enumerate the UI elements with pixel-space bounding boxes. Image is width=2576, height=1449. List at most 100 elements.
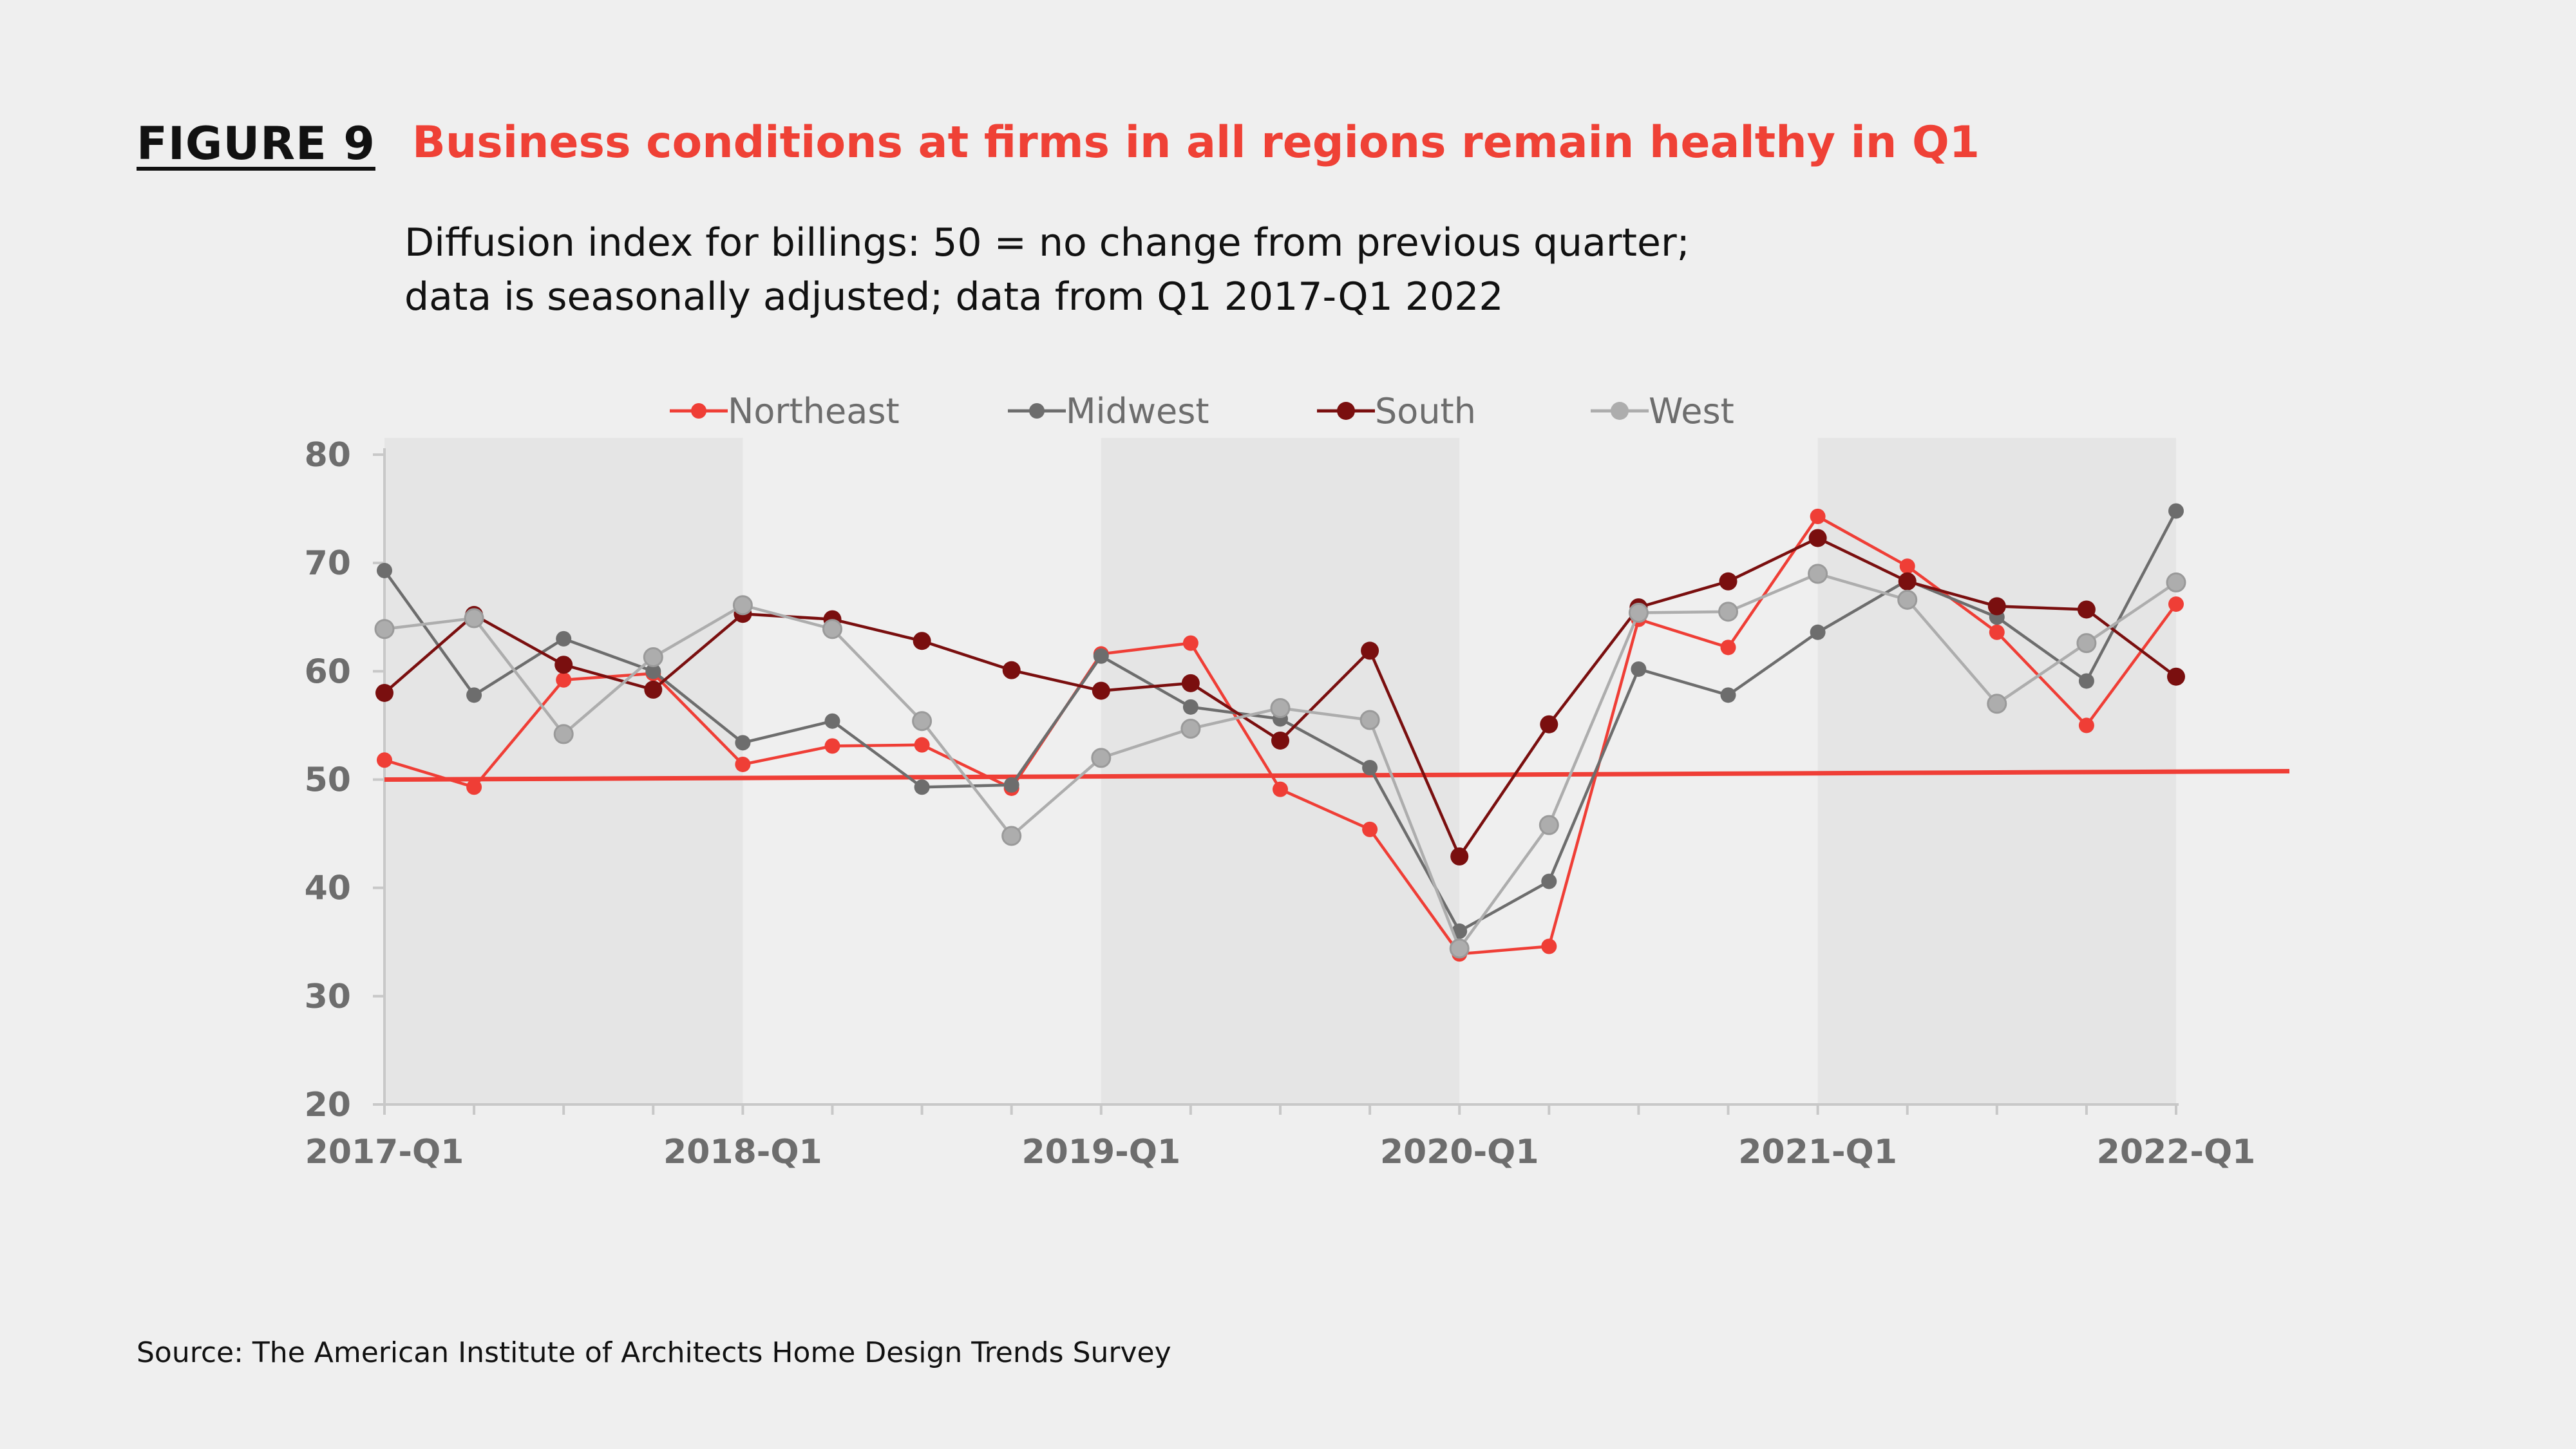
y-tick-label: 40 <box>305 869 351 908</box>
point-west <box>1449 938 1470 959</box>
point-west <box>1718 601 1738 622</box>
point-northeast <box>1541 938 1557 954</box>
point-west <box>1091 748 1112 768</box>
point-west <box>553 724 574 744</box>
point-south <box>1987 597 2006 616</box>
chart-subtitle: Diffusion index for billings: 50 = no ch… <box>404 216 1821 324</box>
point-west <box>1539 815 1559 835</box>
point-northeast <box>556 672 572 688</box>
point-midwest <box>1182 699 1198 715</box>
point-west <box>1270 698 1291 719</box>
legend-item-west: West <box>1591 391 1734 431</box>
shaded-band-2017 <box>384 438 743 1104</box>
x-tick-label: 2017-Q1 <box>305 1133 464 1171</box>
point-northeast <box>1362 821 1378 837</box>
series-northeast <box>377 508 2184 962</box>
point-west <box>1180 718 1201 739</box>
y-tick-label: 80 <box>305 436 351 475</box>
point-midwest <box>735 735 751 751</box>
shaded-band-2019 <box>1101 438 1460 1104</box>
point-northeast <box>914 737 930 753</box>
subtitle-line-1: Diffusion index for billings: 50 = no ch… <box>404 220 1690 265</box>
point-south <box>1450 847 1469 866</box>
point-northeast <box>1182 635 1198 651</box>
point-west <box>1359 710 1380 730</box>
legend-item-northeast: Northeast <box>670 391 900 431</box>
point-west <box>732 595 753 616</box>
point-midwest <box>1720 687 1736 703</box>
point-south <box>1092 681 1110 700</box>
source-note: Source: The American Institute of Archit… <box>137 1336 1171 1369</box>
point-northeast <box>1720 639 1736 656</box>
point-west <box>2166 572 2186 592</box>
point-west <box>464 608 484 629</box>
point-midwest <box>1541 873 1557 889</box>
y-tick-label: 50 <box>305 761 351 800</box>
point-west <box>643 647 663 667</box>
point-midwest <box>1003 777 1019 793</box>
point-northeast <box>1899 558 1915 574</box>
x-tick-label: 2018-Q1 <box>663 1133 822 1171</box>
point-northeast <box>2168 596 2184 612</box>
legend-item-midwest: Midwest <box>1008 391 1209 431</box>
series-group <box>374 503 2186 962</box>
point-south <box>1898 572 1917 591</box>
point-midwest <box>824 713 840 729</box>
reference-line-group <box>384 769 2290 782</box>
legend-swatch-marker <box>1029 403 1045 419</box>
legend-label-south: South <box>1375 391 1476 431</box>
legend-label-west: West <box>1649 391 1734 431</box>
point-midwest <box>1631 661 1647 677</box>
point-west <box>1897 589 1918 610</box>
point-midwest <box>1093 648 1109 664</box>
point-south <box>1271 731 1289 750</box>
point-south <box>1808 529 1827 547</box>
point-south <box>913 632 931 650</box>
point-midwest <box>377 562 392 578</box>
point-northeast <box>824 738 840 754</box>
y-tick-label: 70 <box>305 544 351 583</box>
point-south <box>1719 572 1738 591</box>
point-northeast <box>735 756 751 772</box>
legend-swatch-marker <box>691 403 706 419</box>
x-tick-label: 2019-Q1 <box>1021 1133 1180 1171</box>
point-midwest <box>2168 503 2184 519</box>
point-midwest <box>466 687 482 703</box>
chart-title: Business conditions at firms in all regi… <box>412 117 1980 168</box>
point-northeast <box>1989 624 2005 640</box>
subtitle-line-2: data is seasonally adjusted; data from Q… <box>404 274 1504 319</box>
point-south <box>644 680 663 699</box>
point-south <box>1002 661 1021 679</box>
point-west <box>1987 694 2007 714</box>
point-south <box>2077 600 2096 619</box>
y-tick-label: 20 <box>305 1086 351 1124</box>
y-tick-label: 60 <box>305 652 351 691</box>
point-west <box>374 619 395 639</box>
point-northeast <box>466 779 482 795</box>
legend-swatch-marker <box>1337 402 1355 420</box>
y-tick-label: 30 <box>305 978 351 1016</box>
figure-label: FIGURE 9 <box>137 117 375 170</box>
point-midwest <box>556 630 572 647</box>
chart-legend: Northeast Midwest South West <box>670 391 1734 431</box>
x-tick-label: 2021-Q1 <box>1738 1133 1897 1171</box>
point-south <box>1540 715 1558 734</box>
legend-item-south: South <box>1317 391 1476 431</box>
point-northeast <box>1810 508 1826 524</box>
x-tick-label: 2022-Q1 <box>2097 1133 2256 1171</box>
point-west <box>822 619 842 639</box>
point-midwest <box>1810 624 1826 640</box>
point-northeast <box>377 752 392 768</box>
reference-line-50 <box>384 769 2290 782</box>
series-midwest <box>377 503 2184 939</box>
point-south <box>554 656 573 674</box>
point-west <box>1628 603 1649 623</box>
legend-label-northeast: Northeast <box>728 391 900 431</box>
point-west <box>912 711 933 732</box>
point-south <box>1181 674 1200 692</box>
point-west <box>1808 564 1828 584</box>
series-west <box>374 564 2186 959</box>
point-south <box>1361 641 1379 660</box>
point-midwest <box>914 779 930 795</box>
point-northeast <box>2078 717 2094 734</box>
